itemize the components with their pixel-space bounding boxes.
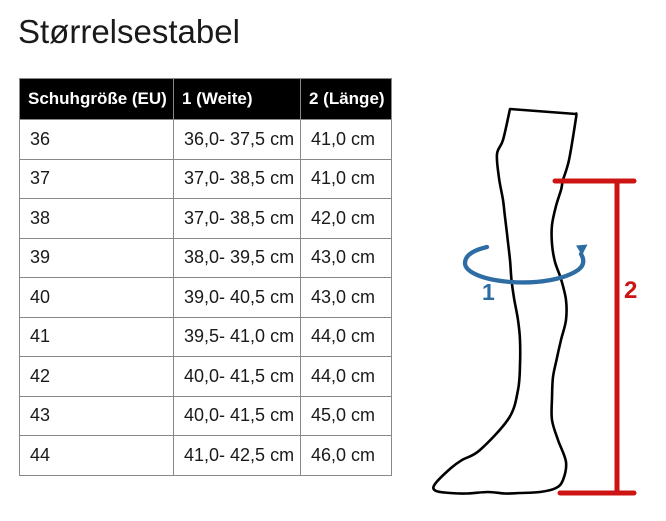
svg-text:1: 1 bbox=[482, 279, 495, 305]
svg-text:2: 2 bbox=[624, 277, 637, 304]
